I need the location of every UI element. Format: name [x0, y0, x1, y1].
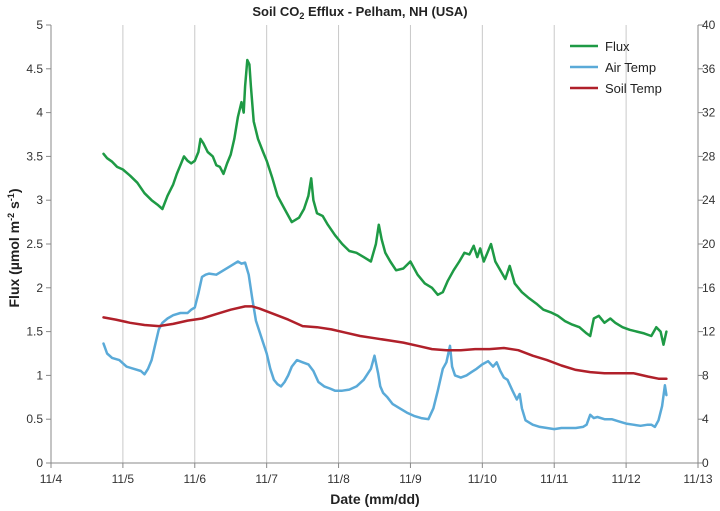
legend-label-flux: Flux: [605, 39, 630, 54]
y-right-tick-label: 20: [702, 237, 716, 251]
x-tick-label: 11/6: [184, 472, 207, 486]
vertical-gridlines: [122, 25, 627, 463]
series-line-air-temp: [102, 260, 668, 431]
x-tick-label: 11/8: [327, 472, 350, 486]
x-tick-label: 11/13: [683, 472, 712, 486]
series-lines: [102, 58, 668, 431]
y-right-tick-label: 28: [702, 149, 716, 163]
series-line-flux: [102, 58, 668, 346]
y-left-tick-label: 2: [36, 281, 43, 295]
y-right-tick-label: 36: [702, 62, 716, 76]
legend-label-soil-temp: Soil Temp: [605, 81, 662, 96]
y-right-tick-label: 4: [702, 412, 709, 426]
y-left-tick-label: 3.5: [26, 149, 43, 163]
y-right-tick-label: 32: [702, 106, 716, 120]
chart-title-main: Soil CO: [252, 4, 299, 19]
y-right-tick-label: 12: [702, 325, 716, 339]
x-tick-label: 11/5: [112, 472, 135, 486]
y-right-tick-labels: 0 4 8 12 16 20 24 28 32 36 40: [702, 18, 716, 470]
x-tick-label: 11/10: [468, 472, 497, 486]
y-left-tick-label: 5: [36, 18, 43, 32]
y-axis-title-end: ): [6, 188, 22, 193]
x-tick-label: 11/12: [612, 472, 641, 486]
y-right-tick-label: 24: [702, 193, 716, 207]
y-left-tick-labels: 0 0.5 1 1.5 2 2.5 3 3.5 4 4.5 5: [26, 18, 43, 470]
plot-axes: [46, 24, 703, 468]
y-left-tick-label: 1: [36, 368, 43, 382]
y-left-tick-label: 4: [36, 106, 43, 120]
y-right-tick-label: 8: [702, 368, 709, 382]
x-tick-label: 11/11: [540, 472, 569, 486]
chart-title-rest: Efflux - Pelham, NH (USA): [304, 4, 467, 19]
y-axis-title: Flux (µmol m-2 s-1): [6, 188, 22, 307]
y-axis-title-sup1: -2: [6, 213, 16, 221]
chart-title: Soil CO2 Efflux - Pelham, NH (USA): [252, 4, 467, 21]
legend: Flux Air Temp Soil Temp: [570, 39, 662, 96]
legend-label-air-temp: Air Temp: [605, 60, 656, 75]
y-axis-title-sup2: -1: [6, 193, 16, 201]
y-axis-title-mid: s: [6, 201, 22, 213]
y-right-tick-label: 40: [702, 18, 716, 32]
x-tick-label: 11/9: [399, 472, 422, 486]
x-tick-label: 11/4: [40, 472, 63, 486]
y-left-tick-label: 3: [36, 193, 43, 207]
y-right-tick-label: 16: [702, 281, 716, 295]
chart-title-subscript: 2: [299, 11, 304, 21]
y-axis-title-main: Flux (µmol m: [6, 221, 22, 308]
y-left-tick-label: 4.5: [26, 62, 43, 76]
y-left-tick-label: 0: [36, 456, 43, 470]
x-axis-title: Date (mm/dd): [330, 491, 419, 507]
y-right-tick-label: 0: [702, 456, 709, 470]
x-tick-labels: 11/4 11/5 11/6 11/7 11/8 11/9 11/10 11/11 11/12 1…: [40, 472, 713, 486]
x-tick-label: 11/7: [255, 472, 278, 486]
y-left-tick-label: 1.5: [26, 325, 43, 339]
y-left-tick-label: 0.5: [26, 412, 43, 426]
series-line-soil-temp: [102, 305, 668, 380]
y-left-tick-label: 2.5: [26, 237, 43, 251]
